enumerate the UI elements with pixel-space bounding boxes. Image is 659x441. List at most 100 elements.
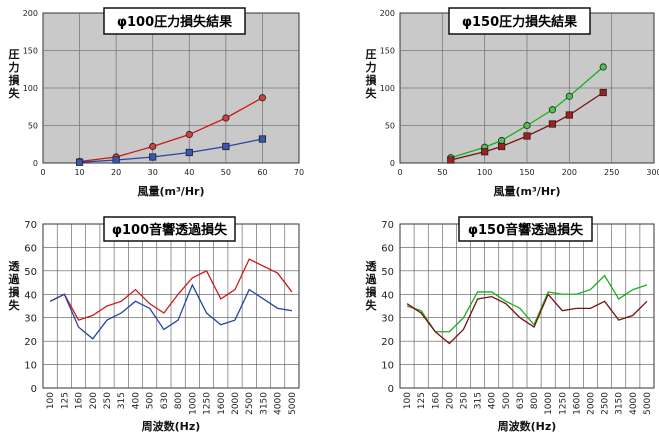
chart-title: φ150圧力損失結果 <box>462 14 577 30</box>
x-tick-label: 315 <box>117 392 127 409</box>
x-tick-label: 3150 <box>259 392 269 415</box>
x-tick-label: 60 <box>257 168 267 177</box>
x-axis-title: 周波数(Hz) <box>142 419 201 433</box>
y-tick-label: 70 <box>24 220 37 231</box>
x-tick-label: 2000 <box>587 392 597 415</box>
y-tick-label: 30 <box>381 314 394 325</box>
y-tick-label: 40 <box>381 290 394 301</box>
x-axis-title: 風量(m³/Hr) <box>494 185 561 198</box>
x-tick-label: 50 <box>437 168 447 177</box>
y-tick-label: 50 <box>385 122 395 131</box>
series-2-point <box>549 121 555 127</box>
x-tick-label: 3150 <box>615 392 625 415</box>
x-tick-label: 250 <box>103 392 113 409</box>
chart-title: φ150音響透過損失 <box>468 222 584 238</box>
series-1-point <box>223 115 229 121</box>
x-tick-label: 630 <box>516 392 526 409</box>
series-2-point <box>113 157 119 163</box>
x-tick-label: 500 <box>502 392 512 409</box>
y-tick-label: 50 <box>28 122 38 131</box>
y-tick-label: 10 <box>24 361 37 372</box>
y-tick-label: 0 <box>388 384 394 395</box>
x-tick-label: 5000 <box>288 392 298 415</box>
x-tick-label: 200 <box>445 392 455 409</box>
series-1-point <box>150 143 156 149</box>
x-tick-label: 70 <box>294 168 304 177</box>
series-1-point <box>498 137 504 143</box>
x-tick-label: 1000 <box>188 392 198 415</box>
chart-title: φ100圧力損失結果 <box>117 14 232 30</box>
y-tick-label: 200 <box>380 9 395 18</box>
series-1-point <box>259 95 265 101</box>
series-2-point <box>566 112 572 118</box>
x-axis-title: 風量(m³/Hr) <box>138 185 205 198</box>
x-tick-label: 1000 <box>544 392 554 415</box>
series-2-point <box>259 136 265 142</box>
x-tick-label: 800 <box>530 392 540 409</box>
x-tick-label: 1600 <box>572 392 582 415</box>
y-tick-label: 150 <box>380 47 395 56</box>
y-tick-label: 100 <box>23 84 38 93</box>
x-tick-label: 250 <box>460 392 470 409</box>
y-tick-label: 40 <box>24 290 37 301</box>
x-axis-title: 周波数(Hz) <box>498 419 557 433</box>
y-tick-label: 70 <box>381 220 394 231</box>
y-axis-title: 圧力損失 <box>9 48 21 100</box>
x-tick-label: 100 <box>477 168 492 177</box>
x-tick-label: 300 <box>646 168 659 177</box>
series-1-point <box>566 93 572 99</box>
y-tick-label: 0 <box>33 159 38 168</box>
x-tick-label: 0 <box>40 168 45 177</box>
series-1-point <box>524 122 530 128</box>
series-2-point <box>76 159 82 165</box>
series-2-point <box>186 149 192 155</box>
x-tick-label: 0 <box>397 168 402 177</box>
x-tick-label: 1250 <box>203 392 213 415</box>
x-tick-label: 1600 <box>217 392 227 415</box>
series-1-point <box>186 131 192 137</box>
x-tick-label: 4000 <box>274 392 284 415</box>
y-tick-label: 0 <box>390 159 395 168</box>
y-tick-label: 150 <box>23 47 38 56</box>
y-tick-label: 100 <box>380 84 395 93</box>
x-tick-label: 125 <box>417 392 427 409</box>
x-tick-label: 100 <box>46 392 56 409</box>
y-tick-label: 20 <box>24 337 37 348</box>
series-2-point <box>223 143 229 149</box>
y-axis-title: 透過損失 <box>365 260 378 312</box>
chart-title: φ100音響透過損失 <box>112 222 228 238</box>
x-tick-label: 5000 <box>643 392 653 415</box>
y-tick-label: 0 <box>31 384 37 395</box>
x-tick-label: 2500 <box>601 392 611 415</box>
series-1-point <box>600 64 606 70</box>
series-2-point <box>150 154 156 160</box>
x-tick-label: 400 <box>488 392 498 409</box>
y-tick-label: 20 <box>381 337 394 348</box>
series-2-point <box>448 157 454 163</box>
y-tick-label: 60 <box>24 243 37 254</box>
x-tick-label: 1250 <box>558 392 568 415</box>
series-2-point <box>498 143 504 149</box>
y-tick-label: 200 <box>23 9 38 18</box>
y-tick-label: 10 <box>381 361 394 372</box>
x-tick-label: 50 <box>221 168 231 177</box>
x-tick-label: 2500 <box>245 392 255 415</box>
chart-2: 050100150200250300050100150200圧力損失風量(m³/… <box>366 8 659 198</box>
series-2-point <box>481 149 487 155</box>
y-tick-label: 50 <box>381 267 394 278</box>
x-tick-label: 40 <box>184 168 194 177</box>
x-tick-label: 200 <box>562 168 577 177</box>
x-tick-label: 125 <box>60 392 70 409</box>
y-axis-title: 透過損失 <box>8 260 21 312</box>
x-tick-label: 100 <box>403 392 413 409</box>
x-tick-label: 150 <box>519 168 534 177</box>
x-tick-label: 800 <box>174 392 184 409</box>
x-tick-label: 315 <box>474 392 484 409</box>
x-tick-label: 200 <box>89 392 99 409</box>
x-tick-label: 10 <box>74 168 84 177</box>
y-tick-label: 60 <box>381 243 394 254</box>
